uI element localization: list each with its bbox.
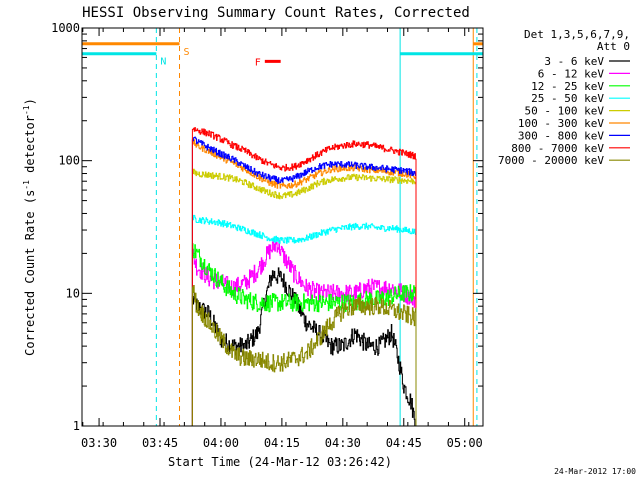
legend-entry-0: 3 - 6 keV: [544, 55, 604, 68]
x-tick-label-1: 03:45: [142, 436, 178, 450]
series-line-3: [191, 214, 417, 426]
series-line-1: [191, 239, 417, 426]
annotation-label-f: F: [255, 57, 261, 68]
plot-area: NSF: [82, 28, 483, 427]
annotation-label-s: S: [184, 47, 190, 58]
x-tick-label-3: 04:15: [264, 436, 300, 450]
legend-entry-8: 7000 - 20000 keV: [498, 154, 604, 167]
y-tick-label-3: 1000: [51, 21, 80, 35]
chart-title: HESSI Observing Summary Count Rates, Cor…: [82, 5, 470, 21]
x-tick-label-4: 04:30: [325, 436, 361, 450]
series-line-2: [191, 243, 417, 426]
x-tick-label-5: 04:45: [386, 436, 422, 450]
series-line-7: [191, 127, 417, 426]
y-axis: 1 10 100 1000: [51, 21, 483, 433]
y-tick-label-1: 10: [66, 286, 80, 300]
series-line-6: [191, 136, 417, 426]
legend-entry-7: 800 - 7000 keV: [511, 142, 604, 155]
legend-entry-3: 25 - 50 keV: [531, 92, 604, 105]
legend-entry-6: 300 - 800 keV: [518, 129, 604, 142]
x-axis: 03:30 03:45 04:00 04:15 04:30 04:45 05:00: [81, 28, 483, 450]
legend-entry-5: 100 - 300 keV: [518, 117, 604, 130]
x-tick-label-6: 05:00: [447, 436, 483, 450]
legend-entry-2: 12 - 25 keV: [531, 80, 604, 93]
legend-entry-4: 50 - 100 keV: [525, 105, 605, 118]
plot-frame: [81, 27, 484, 427]
series-line-4: [191, 168, 417, 426]
x-tick-label-0: 03:30: [81, 436, 117, 450]
legend-entry-1: 6 - 12 keV: [538, 67, 605, 80]
series-line-8: [191, 285, 417, 426]
x-tick-label-2: 04:00: [203, 436, 239, 450]
x-axis-label: Start Time (24-Mar-12 03:26:42): [168, 455, 392, 469]
y-tick-label-2: 100: [58, 154, 80, 168]
y-tick-label-0: 1: [73, 419, 80, 433]
y-axis-label: Corrected Count Rate (s-1 detector-1): [22, 98, 37, 356]
annotation-label-n: N: [160, 57, 166, 68]
footer-date: 24-Mar-2012 17:00: [554, 467, 636, 476]
legend-header-line-1: Det 1,3,5,6,7,9,: [524, 28, 630, 41]
legend-header-line-2: Att 0: [597, 40, 630, 53]
